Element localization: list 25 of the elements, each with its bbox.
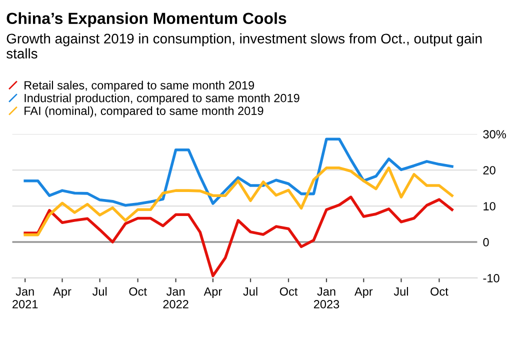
x-tick-label: Apr [204,287,222,298]
x-tick-label: Oct [430,287,448,296]
y-tick-label: 0 [483,238,489,246]
x-tick-label: Oct [280,287,298,296]
x-tick-label: Apr [354,287,373,298]
x-tick-label: Jul [92,287,107,296]
y-tick-label: 20 [483,166,496,174]
x-tick-label: Jan 2022 [163,287,188,308]
x-tick-label: Jul [394,287,408,296]
line-series [24,138,454,207]
y-tick-label: 10 [484,202,496,210]
x-tick-label: Jul [243,287,258,296]
x-tick-label: Oct [129,287,147,296]
legend-label: FAI (nominal), compared to same month 2019 [24,106,264,118]
x-tick-label: Jan 2021 [12,287,38,308]
legend-label: Industrial production, compared to same month 2019 [24,94,300,105]
y-tick-label: -10 [483,274,500,282]
legend-label: Retail sales, compared to same month 2019 [24,80,254,92]
line-series [24,196,454,278]
chart-title: China’s Expansion Momentum Cools [6,12,286,28]
x-tick-label: Jan 2023 [314,287,340,308]
y-tick-label: 30% [483,130,506,138]
x-tick-label: Apr [53,287,72,298]
chart-subtitle: Growth against 2019 in consumption, investment slows from Oct., output gain stalls [6,33,482,59]
line-series [24,166,454,236]
